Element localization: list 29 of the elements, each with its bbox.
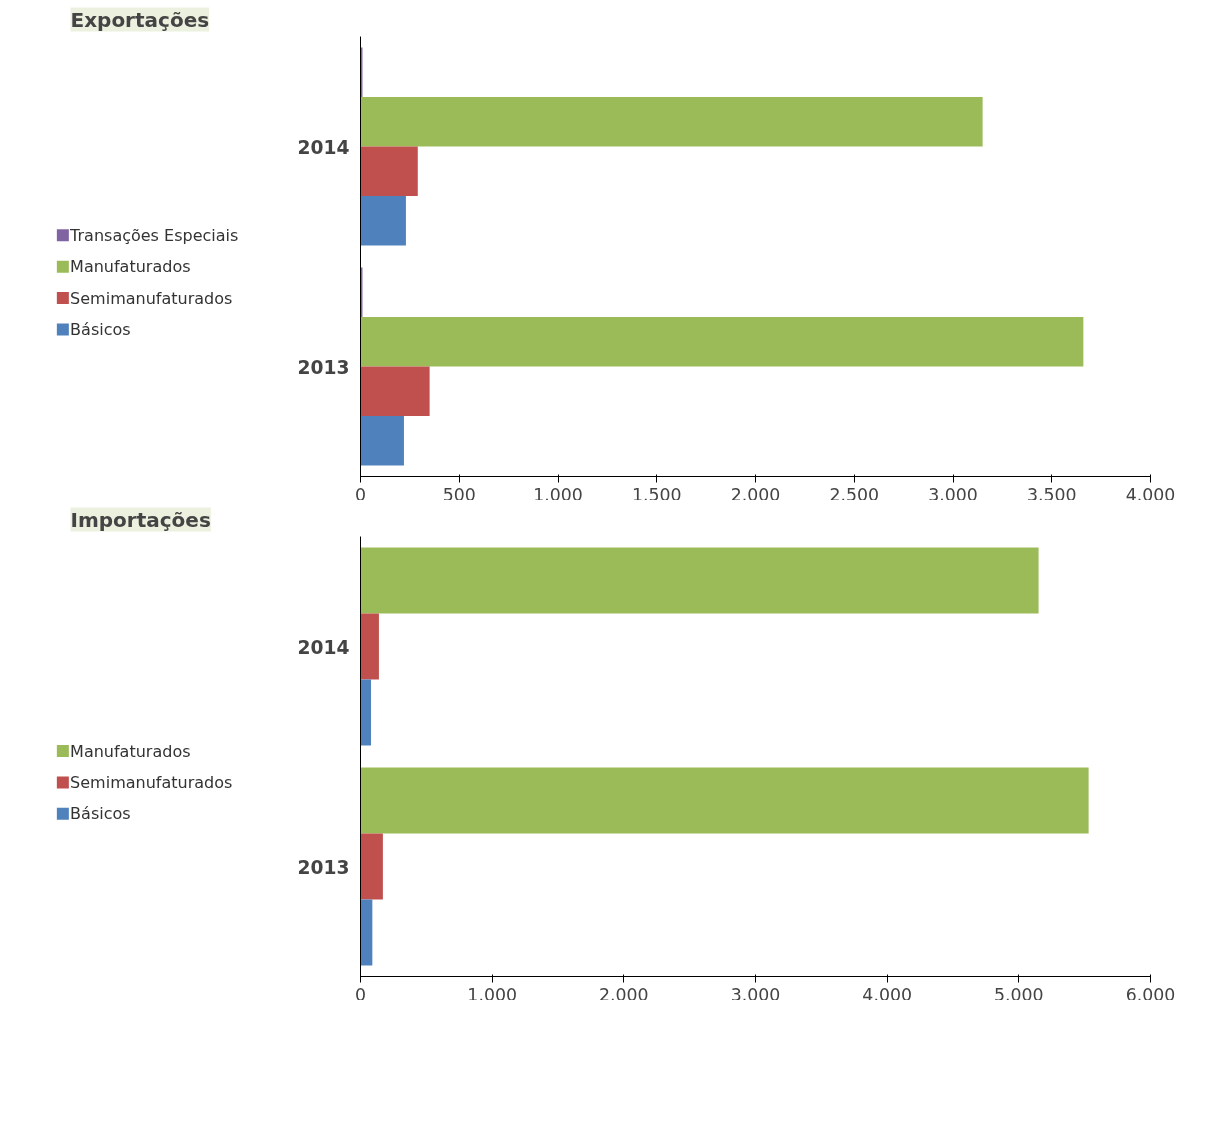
y-tick-label: 2013	[297, 356, 350, 378]
x-tick-label: 3.500	[1026, 484, 1077, 505]
x-tick-label: 0	[354, 484, 367, 505]
x-tick-label: 5.000	[994, 984, 1044, 1005]
x-tick-label: 1.000	[467, 984, 517, 1005]
x-tick-label: 2.000	[730, 484, 781, 505]
text: Importações	[70, 507, 211, 532]
y-tick-label: 2014	[297, 636, 350, 658]
x-tick-label: 500	[442, 484, 476, 505]
legend-label: Semimanufaturados	[70, 288, 233, 308]
x-tick-label: 2.000	[599, 984, 649, 1005]
legend-label: Semimanufaturados	[70, 772, 233, 792]
x-tick-label: 4.000	[862, 984, 912, 1005]
y-tick-label: 2013	[297, 856, 350, 878]
x-tick-label: 0	[354, 984, 367, 1005]
x-tick-label: 3.000	[730, 984, 781, 1005]
x-tick-label: 6.000	[1125, 984, 1176, 1005]
legend-label: Transações Especiais	[69, 225, 239, 245]
legend-label: Básicos	[70, 319, 131, 339]
legend-label: Básicos	[70, 804, 131, 824]
x-tick-label: 4.000	[1125, 484, 1176, 505]
x-tick-label: 2.500	[829, 484, 880, 505]
x-tick-label: 3.000	[928, 484, 978, 505]
text: Exportações	[70, 7, 210, 32]
legend-label: Manufaturados	[70, 257, 191, 277]
y-tick-label: 2014	[297, 136, 350, 158]
x-tick-label: 1.000	[533, 484, 583, 505]
legend-label: Manufaturados	[70, 741, 191, 761]
x-tick-label: 1.500	[631, 484, 682, 505]
